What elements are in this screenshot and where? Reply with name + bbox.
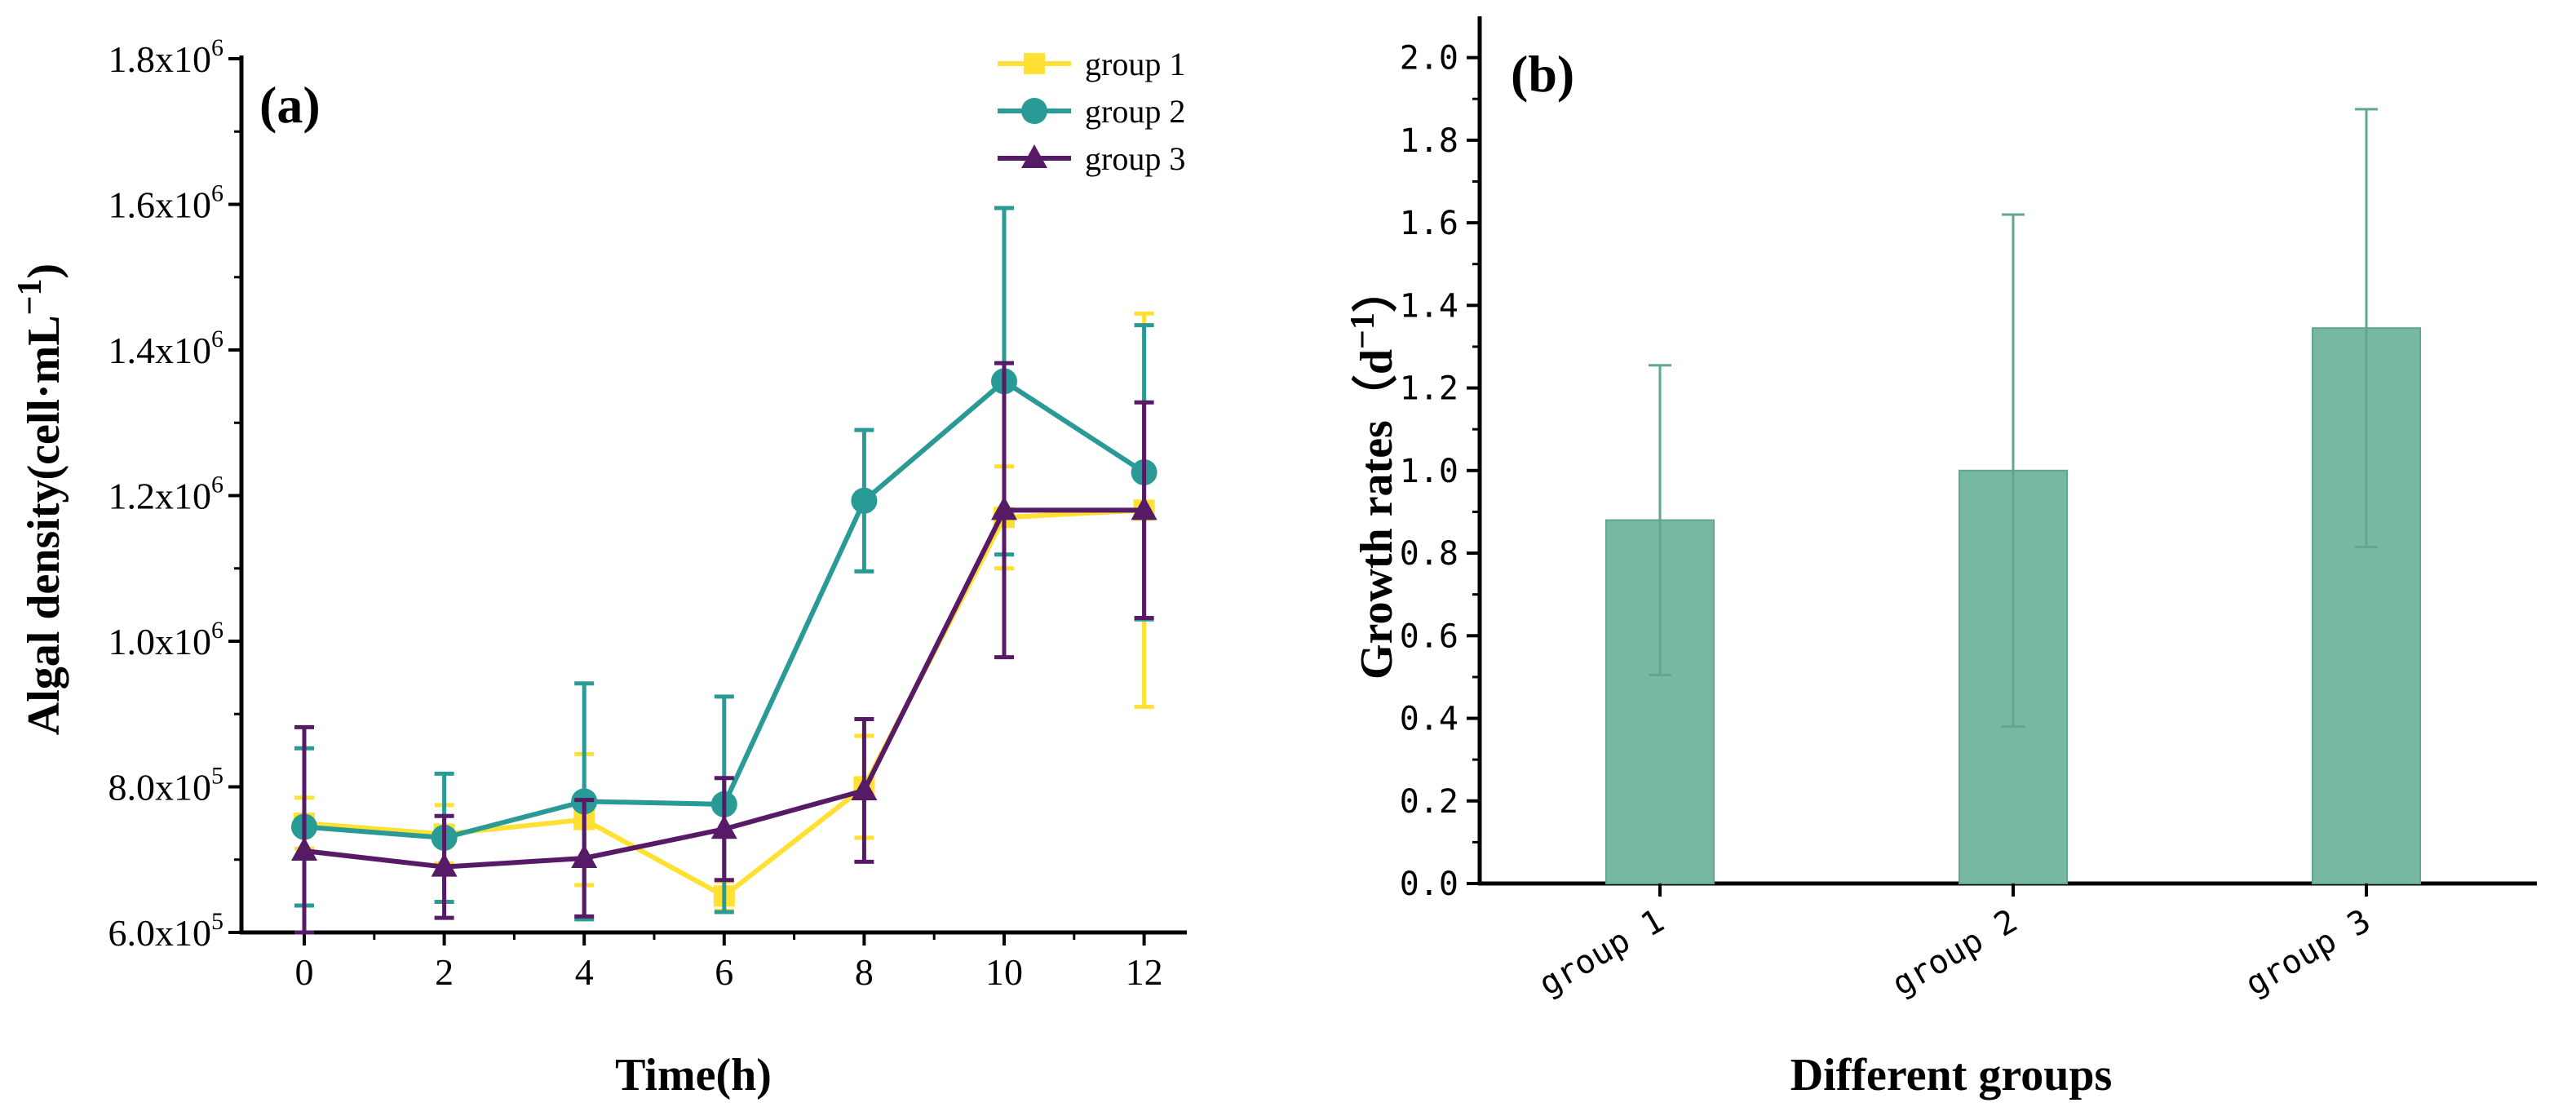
panel-a-x-axis-title: Time(h) [615, 1050, 772, 1100]
legend-item-group-1: group 1 [998, 46, 1185, 82]
data-point [851, 487, 878, 514]
y-tick-label: 1.8 [1400, 122, 1458, 160]
legend-marker [1024, 53, 1045, 74]
data-point [1131, 496, 1157, 520]
y-tick-label: 0.2 [1400, 783, 1458, 821]
y-tick-exponent: 6 [211, 472, 224, 498]
data-point [571, 844, 598, 868]
panel-a-label: (a) [259, 76, 321, 134]
y-tick-label: 2.0 [1400, 40, 1458, 78]
legend-marker [1021, 98, 1047, 124]
y-tick-label: 8.0x105 [108, 763, 224, 808]
y-tick-label: 1.4 [1400, 287, 1458, 325]
x-tick-label: group 3 [2239, 902, 2377, 1003]
data-point [851, 776, 878, 800]
y-tick-label: 1.8x106 [108, 34, 224, 80]
y-tick-exponent: 6 [211, 617, 224, 644]
y-tick-exponent: 6 [211, 34, 224, 61]
panel-a-legend: group 1 group 2 group 3 [998, 46, 1185, 177]
series-group-3 [291, 361, 1157, 935]
legend-item-group-2: group 2 [998, 93, 1185, 130]
y-tick-label: 0.4 [1400, 701, 1458, 738]
panel-a-series [291, 206, 1157, 935]
panel-a-y-axis-title-close: ) [19, 264, 69, 279]
panel-b-x-ticks: group 1 group 2 group 3 [1533, 884, 2377, 1003]
legend-item-group-3: group 3 [998, 140, 1185, 177]
y-tick-exponent: 6 [211, 326, 224, 352]
x-tick-label: 6 [715, 951, 733, 993]
y-tick-mantissa: 1.8x10 [108, 38, 212, 80]
data-point [431, 852, 458, 877]
y-tick-mantissa: 1.0x10 [108, 621, 212, 662]
data-point [291, 837, 317, 861]
x-tick-label: 0 [295, 951, 314, 993]
x-tick-label: group 1 [1533, 902, 1671, 1003]
y-tick-mantissa: 8.0x10 [108, 767, 212, 808]
legend-label: group 1 [1085, 46, 1185, 82]
y-tick-label: 1.2 [1400, 370, 1458, 408]
data-point [991, 496, 1017, 520]
legend-label: group 2 [1085, 93, 1185, 130]
x-tick-label: 2 [435, 951, 454, 993]
legend-label: group 3 [1085, 140, 1185, 177]
y-tick-label: 1.2x106 [108, 472, 224, 517]
x-tick-label: 4 [575, 951, 594, 993]
y-tick-label: 0.8 [1400, 535, 1458, 573]
bar-group-3 [2312, 108, 2421, 884]
panel-a-y-axis-title: Algal density(cell·mL−1) [11, 264, 69, 735]
bar-group-2 [1959, 213, 2068, 884]
legend-marker [1021, 144, 1047, 168]
y-tick-label: 0.6 [1400, 618, 1458, 655]
y-tick-label: 6.0x105 [108, 908, 224, 954]
y-tick-mantissa: 1.2x10 [108, 476, 212, 517]
y-tick-mantissa: 1.6x10 [108, 184, 212, 226]
data-point [710, 815, 737, 839]
x-tick-label: 8 [855, 951, 874, 993]
panel-b-bars [1605, 108, 2421, 884]
panel-b-x-axis-title: Different groups [1790, 1050, 2113, 1100]
panel-b-y-axis-title-close: ） [1351, 267, 1402, 312]
x-tick-label: 10 [985, 951, 1023, 993]
y-tick-mantissa: 1.4x10 [108, 330, 212, 371]
panel-b-label: (b) [1511, 45, 1574, 103]
y-tick-label: 1.6 [1400, 205, 1458, 242]
panel-b-y-axis-title-exponent: −1 [1344, 312, 1382, 349]
panel-a-y-axis-title-main: Algal density(cell·mL [19, 315, 69, 735]
y-tick-mantissa: 6.0x10 [108, 912, 212, 954]
panel-a-x-ticks: 0 2 4 6 8 10 12 [295, 932, 1163, 993]
panel-a-y-axis-title-exponent: −1 [11, 278, 49, 315]
y-tick-exponent: 5 [211, 763, 224, 790]
panel-b-y-ticks: 0.0 0.2 0.4 0.6 0.8 1.0 1.2 1.4 1.6 1.8 2.0 [1400, 40, 1480, 903]
y-tick-label: 1.0x106 [108, 617, 224, 662]
x-tick-label: 12 [1126, 951, 1163, 993]
y-tick-exponent: 5 [211, 908, 224, 935]
bar-group-1 [1605, 364, 1715, 884]
panel-b-y-axis-title: Growth rates（d−1） [1344, 267, 1402, 680]
panel-a-line-chart: (a) 6.0x1058.0x1051.0x1061.2x1061.4x1061… [11, 34, 1187, 1100]
panel-b-bar-chart: (b) 0.0 0.2 0.4 0.6 0.8 1.0 1.2 1.4 1.6 1.8 2.0 gr… [1344, 16, 2537, 1100]
y-tick-label: 1.0 [1400, 453, 1458, 490]
y-tick-exponent: 6 [211, 180, 224, 207]
panel-a-y-ticks: 6.0x1058.0x1051.0x1061.2x1061.4x1061.6x1… [108, 34, 241, 954]
panel-b-y-axis-title-main: Growth rates（d [1351, 349, 1402, 680]
y-tick-label: 1.6x106 [108, 180, 224, 226]
x-tick-label: group 2 [1886, 902, 2024, 1003]
y-tick-label: 0.0 [1400, 866, 1458, 903]
y-tick-label: 1.4x106 [108, 326, 224, 371]
